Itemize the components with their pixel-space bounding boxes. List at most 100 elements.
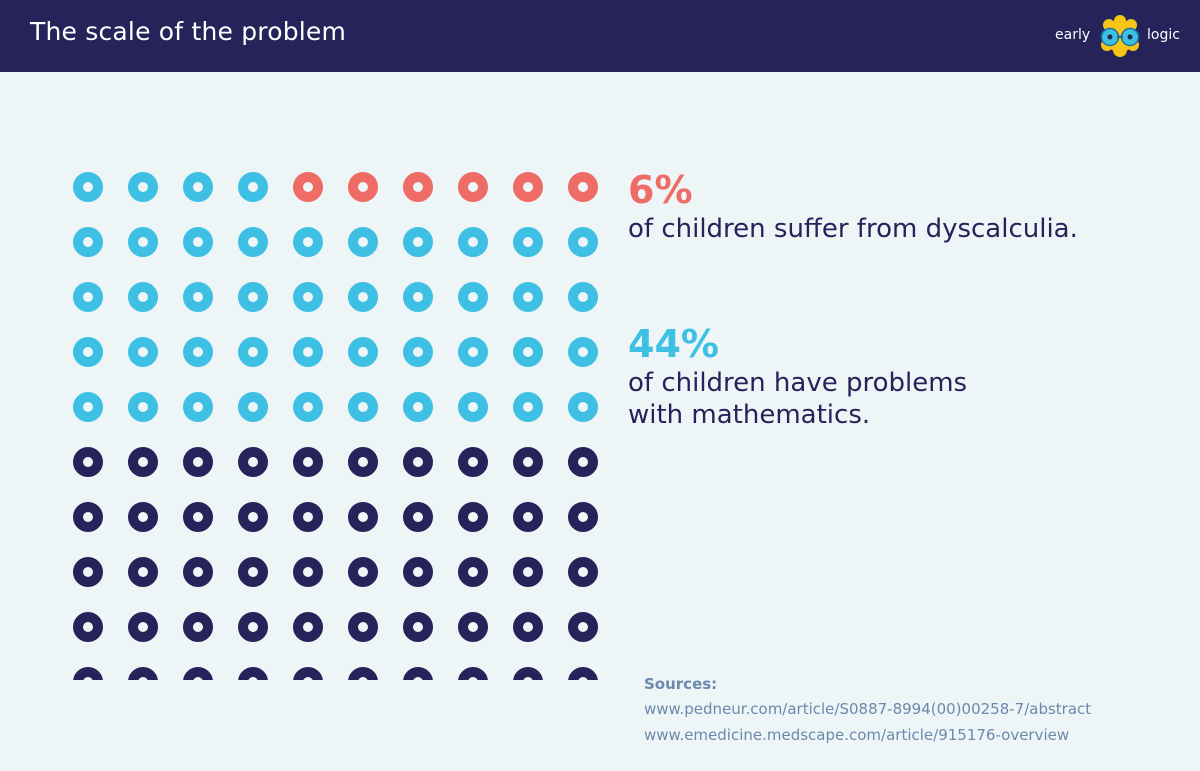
waffle-cell <box>238 557 268 587</box>
waffle-cell <box>348 557 378 587</box>
source-link-1[interactable]: www.pedneur.com/article/S0887-8994(00)00… <box>644 700 1092 718</box>
waffle-cell <box>73 667 103 680</box>
waffle-cell <box>238 447 268 477</box>
header-bar: The scale of the problem early logic <box>0 0 1200 72</box>
waffle-cell <box>128 227 158 257</box>
stat-text-math-problems: of children have problems with mathemati… <box>628 367 967 431</box>
stat-value-math-problems: 44% <box>628 322 719 366</box>
waffle-cell <box>568 282 598 312</box>
waffle-cell <box>458 227 488 257</box>
waffle-cell <box>238 392 268 422</box>
waffle-cell <box>458 282 488 312</box>
waffle-cell <box>348 502 378 532</box>
waffle-cell <box>183 282 213 312</box>
waffle-cell <box>513 227 543 257</box>
waffle-cell <box>403 667 433 680</box>
waffle-cell <box>403 447 433 477</box>
waffle-cell <box>403 282 433 312</box>
waffle-cell <box>238 337 268 367</box>
waffle-cell <box>183 447 213 477</box>
waffle-cell <box>403 502 433 532</box>
waffle-cell <box>348 172 378 202</box>
waffle-cell <box>73 392 103 422</box>
waffle-cell <box>458 502 488 532</box>
waffle-cell <box>73 227 103 257</box>
waffle-cell <box>73 612 103 642</box>
waffle-cell <box>348 337 378 367</box>
waffle-cell <box>238 667 268 680</box>
waffle-cell <box>348 447 378 477</box>
waffle-cell <box>458 667 488 680</box>
waffle-cell <box>73 502 103 532</box>
stat-text-line-2: with mathematics. <box>628 400 871 430</box>
waffle-cell <box>238 172 268 202</box>
waffle-cell <box>513 172 543 202</box>
waffle-cell <box>403 557 433 587</box>
source-link-2[interactable]: www.emedicine.medscape.com/article/91517… <box>644 726 1070 744</box>
waffle-cell <box>458 447 488 477</box>
stat-text-line-1: of children have problems <box>628 368 968 398</box>
waffle-cell <box>128 337 158 367</box>
waffle-cell <box>513 392 543 422</box>
waffle-cell <box>348 227 378 257</box>
stat-text-dyscalculia: of children suffer from dyscalculia. <box>628 214 1078 244</box>
waffle-cell <box>128 172 158 202</box>
waffle-cell <box>403 337 433 367</box>
waffle-cell <box>293 502 323 532</box>
waffle-cell <box>458 392 488 422</box>
waffle-cell <box>183 502 213 532</box>
waffle-cell <box>293 447 323 477</box>
waffle-cell <box>403 392 433 422</box>
waffle-cell <box>513 667 543 680</box>
waffle-chart <box>73 172 598 680</box>
waffle-cell <box>293 172 323 202</box>
waffle-cell <box>568 447 598 477</box>
waffle-cell <box>73 557 103 587</box>
waffle-cell <box>568 172 598 202</box>
waffle-cell <box>238 282 268 312</box>
waffle-cell <box>293 667 323 680</box>
waffle-cell <box>128 447 158 477</box>
waffle-cell <box>73 447 103 477</box>
waffle-cell <box>183 172 213 202</box>
waffle-cell <box>513 502 543 532</box>
waffle-cell <box>568 392 598 422</box>
waffle-cell <box>183 392 213 422</box>
waffle-cell <box>513 447 543 477</box>
waffle-cell <box>238 612 268 642</box>
waffle-cell <box>183 667 213 680</box>
waffle-cell <box>183 337 213 367</box>
waffle-cell <box>403 227 433 257</box>
waffle-cell <box>73 282 103 312</box>
waffle-cell <box>568 612 598 642</box>
waffle-cell <box>128 612 158 642</box>
waffle-cell <box>568 502 598 532</box>
waffle-cell <box>458 172 488 202</box>
waffle-cell <box>128 667 158 680</box>
waffle-cell <box>348 392 378 422</box>
waffle-cell <box>293 227 323 257</box>
waffle-cell <box>73 172 103 202</box>
waffle-cell <box>128 392 158 422</box>
waffle-cell <box>348 612 378 642</box>
waffle-cell <box>458 612 488 642</box>
waffle-cell <box>403 612 433 642</box>
waffle-cell <box>293 557 323 587</box>
waffle-cell <box>458 557 488 587</box>
waffle-cell <box>568 337 598 367</box>
waffle-cell <box>183 557 213 587</box>
waffle-cell <box>293 392 323 422</box>
waffle-cell <box>403 172 433 202</box>
waffle-cell <box>293 282 323 312</box>
waffle-cell <box>348 282 378 312</box>
waffle-cell <box>513 612 543 642</box>
waffle-cell <box>568 227 598 257</box>
logo-text-left: early <box>1055 27 1091 43</box>
waffle-cell <box>238 502 268 532</box>
waffle-cell <box>513 282 543 312</box>
waffle-cell <box>73 337 103 367</box>
waffle-cell <box>568 557 598 587</box>
waffle-cell <box>128 557 158 587</box>
waffle-cell <box>568 667 598 680</box>
stat-value-dyscalculia: 6% <box>628 168 693 212</box>
